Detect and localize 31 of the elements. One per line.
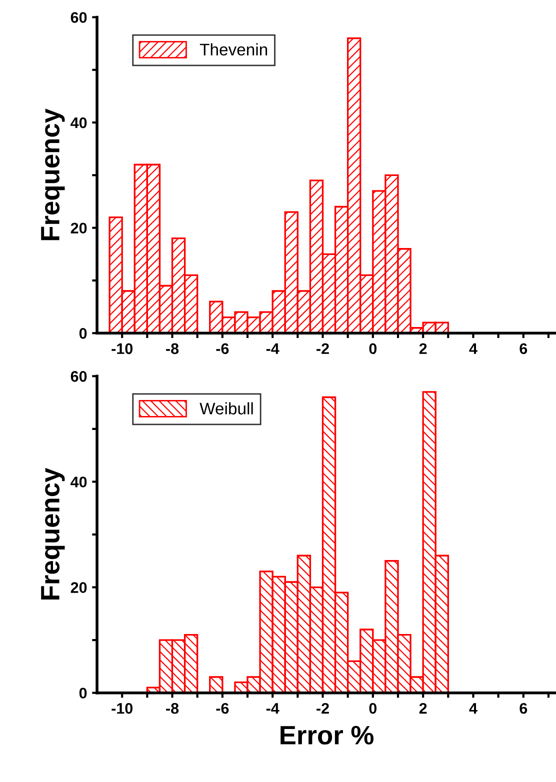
x-tick-label: -4 [266, 703, 280, 714]
x-tick-label: -8 [166, 343, 179, 354]
y-tick-label: 40 [70, 117, 87, 128]
y-tick-label: 0 [79, 328, 87, 339]
x-tick-label: -6 [216, 702, 229, 714]
x-tick-label: 2 [419, 702, 427, 714]
y-tick-label: 20 [70, 582, 87, 593]
y-axis-title: Frequency [41, 468, 65, 600]
x-tick-label: 6 [520, 343, 528, 354]
x-tick-label: -2 [316, 343, 329, 354]
x-tick-label: 4 [469, 343, 478, 354]
x-tick-label: -10 [112, 702, 133, 714]
x-tick-label: -8 [166, 702, 179, 714]
x-axis-title: Error % [280, 726, 374, 745]
x-tick-label: -2 [316, 702, 329, 714]
y-tick-label: 60 [70, 371, 87, 382]
legend-label: Thevenin [200, 43, 268, 56]
y-tick-label: 40 [70, 476, 87, 488]
y-tick-label: 0 [79, 688, 87, 699]
x-tick-label: -6 [216, 343, 229, 354]
x-tick-label: 2 [419, 343, 427, 354]
x-tick-label: 6 [520, 702, 528, 714]
x-tick-label: 0 [369, 702, 377, 714]
x-tick-label: -4 [266, 343, 280, 354]
x-tick-label: 0 [369, 343, 377, 354]
y-tick-label: 20 [70, 222, 87, 234]
x-tick-label: -10 [112, 343, 133, 354]
y-axis-title: Frequency [41, 108, 65, 240]
x-tick-label: 4 [469, 703, 478, 714]
legend-label: Weibull [200, 402, 253, 414]
y-tick-label: 60 [70, 12, 87, 23]
